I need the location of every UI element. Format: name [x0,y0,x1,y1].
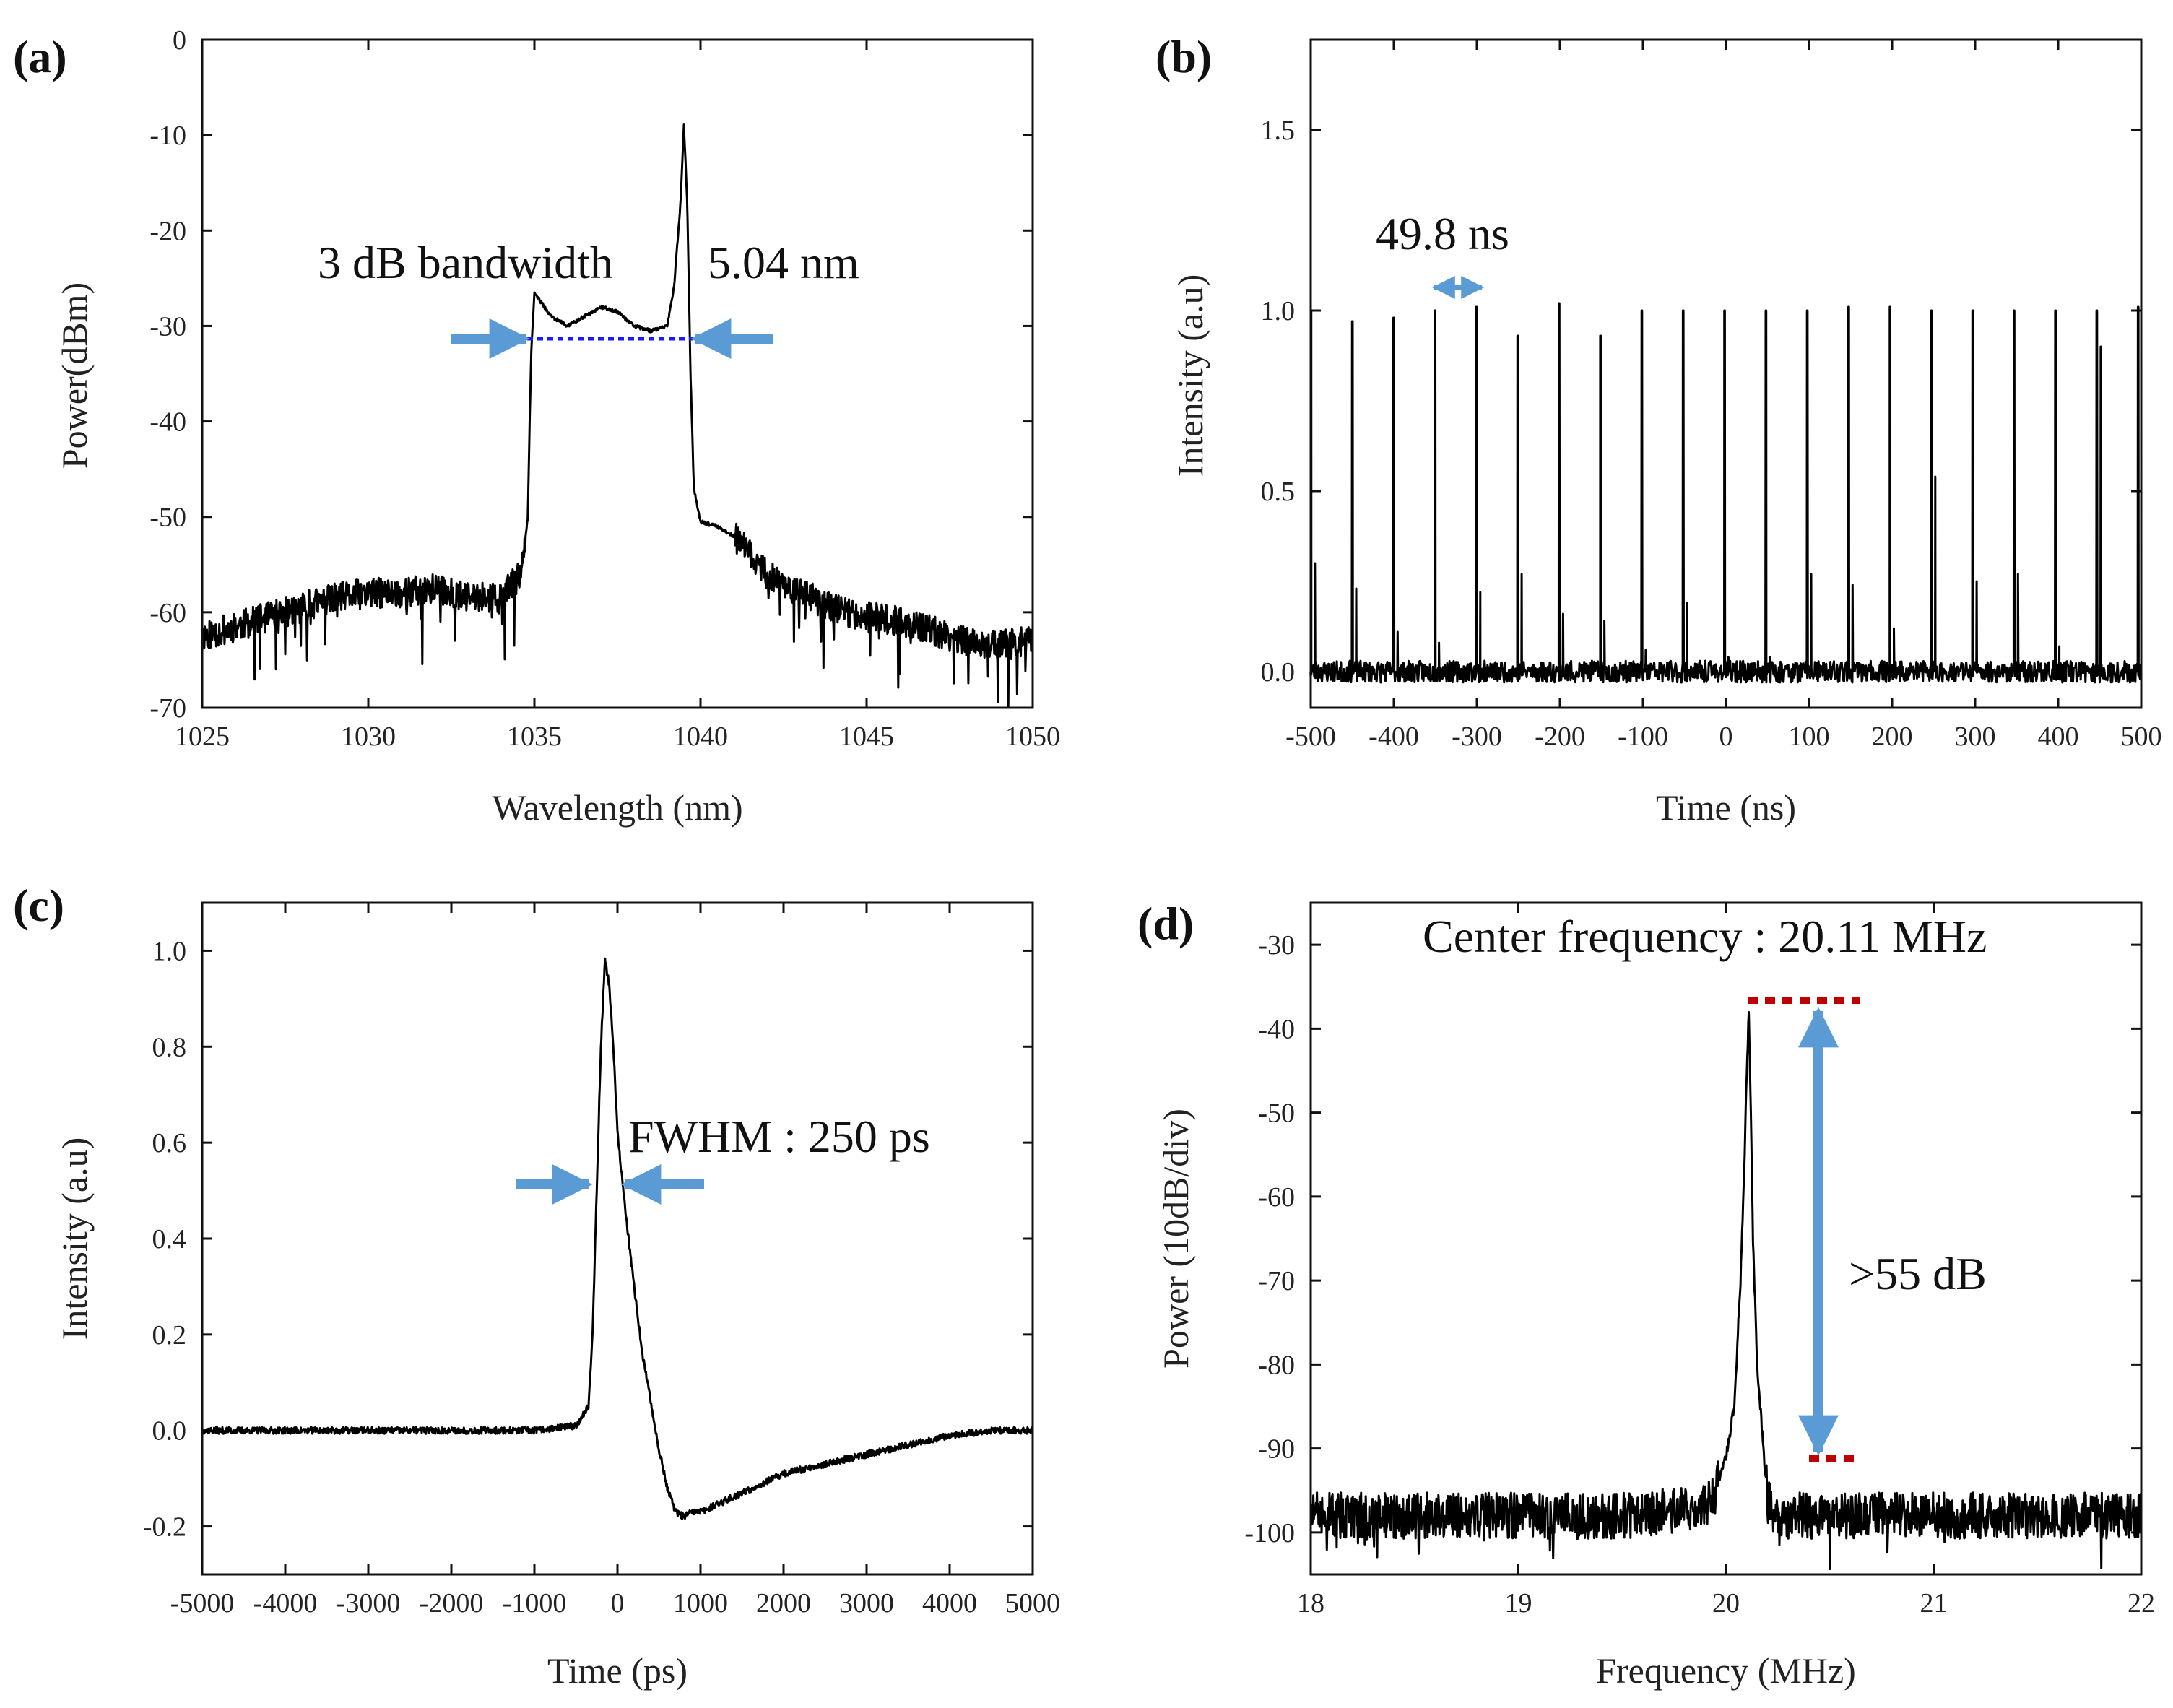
panel-a-ytick-label: -20 [149,216,186,246]
panel-b-xtick-label: 400 [2038,721,2079,752]
panel-b-ytick-label: 0.0 [1261,657,1296,688]
panel-c-ticks: -5000 -4000 -3000 -2000 -1000 0 1000 2000 3000 40… [143,903,1060,1618]
panel-a-ytick-label: 0 [173,25,186,56]
panel-a-bandwidth-value: 5.04 nm [708,237,859,288]
panel-b-period-label: 49.8 ns [1376,208,1509,259]
panel-d-rf-spectrum-line [1309,1011,2143,1570]
panel-c-ylabel: Intensity (a.u) [54,1137,95,1340]
panel-b-frame [1309,38,2143,709]
panel-d-ytick-label: -40 [1258,1014,1295,1044]
panel-b-ytick-label: 0.5 [1261,477,1296,507]
panel-a-ytick-label: -40 [149,407,186,438]
panel-a-ylabel: Power(dBm) [54,282,95,469]
panel-c-xlabel: Time (ps) [547,1650,688,1691]
panel-a-label: (a) [13,31,67,82]
panel-c-xtick-label: 2000 [756,1588,811,1618]
panel-d-snr-label: >55 dB [1849,1248,1987,1299]
panel-c-xtick-label: 3000 [839,1588,894,1618]
panel-c-frame [201,901,1034,1576]
panel-a-ytick-label: -70 [149,693,186,724]
panel-c-xtick-label: -3000 [337,1588,401,1618]
panel-b-xtick-label: 0 [1719,721,1733,752]
panel-d-xlabel: Frequency (MHz) [1596,1650,1856,1691]
panel-a-frame [201,38,1034,709]
panel-a-xtick-label: 1045 [839,721,894,752]
panel-b-xtick-label: -200 [1535,721,1585,752]
panel-c: (c) -5000 -4000 -3000 -2000 -1000 0 1000 2000 30… [13,880,1060,1691]
panel-a-bandwidth-label: 3 dB bandwidth [318,237,613,288]
panel-c-ytick-label: 0.4 [152,1224,187,1254]
panel-a-xlabel: Wavelength (nm) [492,787,742,828]
panel-d-frame [1309,901,2143,1576]
panel-c-label: (c) [13,880,64,931]
panel-c-xtick-label: 0 [611,1588,625,1618]
panel-b-xtick-label: 300 [1955,721,1996,752]
panel-d-xtick-label: 21 [1920,1588,1948,1618]
panel-b-xlabel: Time (ns) [1656,787,1796,828]
panel-a-ticks: 1025 1030 1035 1040 1045 1050 0 -10 -20 -30 -40 -50… [149,25,1060,752]
panel-d-ytick-label: -90 [1258,1434,1295,1465]
panel-d-ytick-label: -60 [1258,1182,1295,1213]
panel-b-xtick-label: -400 [1369,721,1419,752]
panel-a-ytick-label: -10 [149,121,186,151]
panel-a-xtick-label: 1035 [507,721,562,752]
panel-c-ytick-label: -0.2 [143,1512,186,1543]
panel-a: (a) 1025 1030 1035 1040 1045 1050 0 -10 -20 -30 -4… [13,25,1060,828]
panel-b-xtick-label: -300 [1452,721,1502,752]
panel-c-xtick-label: 1000 [673,1588,728,1618]
panel-d-xtick-label: 19 [1505,1588,1532,1618]
panel-c-pulse-line [201,957,1034,1520]
panel-c-ytick-label: 0.8 [152,1032,187,1062]
panel-c-xtick-label: 4000 [922,1588,977,1618]
panel-a-xtick-label: 1025 [175,721,230,752]
panel-d-ylabel: Power (10dB/div) [1155,1109,1196,1369]
panel-b-xtick-label: 100 [1789,721,1830,752]
panel-d-xtick-label: 22 [2128,1588,2155,1618]
panel-c-xtick-label: -2000 [420,1588,484,1618]
panel-b-ytick-label: 1.5 [1261,116,1296,146]
panel-d: (d) 18 19 20 21 22-30-40-50-60-70-80-90-100 … [1137,898,2155,1691]
panel-c-xtick-label: -5000 [170,1588,235,1618]
panel-b-label: (b) [1155,31,1212,82]
panel-d-ytick-label: -70 [1258,1266,1295,1296]
panel-a-xtick-label: 1040 [673,721,728,752]
panel-c-ytick-label: 0.0 [152,1416,187,1447]
panel-a-xtick-label: 1030 [341,721,396,752]
panel-c-ytick-label: 1.0 [152,936,187,966]
panel-b-ticks: -500 -400 -300 -200 -100 0 100 200 300 400 500 0.0 0… [1261,40,2162,752]
panel-a-spectrum-line [201,123,1034,709]
panel-c-xtick-label: -4000 [253,1588,318,1618]
panel-a-xtick-label: 1050 [1005,721,1060,752]
panel-d-ticks: 18 19 20 21 22 -30 -40 -50 -60 -70 -80 -90 -100 [1244,903,2155,1618]
panel-a-ytick-label: -60 [149,598,186,628]
panel-a-ytick-label: -50 [149,503,186,533]
panel-c-ytick-label: 0.6 [152,1128,187,1158]
panel-b-ytick-label: 1.0 [1261,296,1296,326]
panel-b-xtick-label: 200 [1872,721,1913,752]
panel-d-xtick-label: 20 [1712,1588,1740,1618]
panel-b-xtick-label: 500 [2121,721,2162,752]
panel-d-label: (d) [1137,898,1194,949]
panel-b-xtick-label: -500 [1285,721,1336,752]
panel-d-ytick-label: -50 [1258,1098,1295,1129]
panel-d-xtick-label: 18 [1297,1588,1324,1618]
panel-d-ytick-label: -80 [1258,1350,1295,1380]
panel-b: (b) -500 -400 -300 -200 -100 0 100 200 300 400 500… [1155,31,2162,828]
panel-c-fwhm-label: FWHM : 250 ps [628,1111,930,1162]
panel-b-pulse-train-line [1309,302,2143,684]
panel-c-xtick-label: -1000 [503,1588,567,1618]
panel-a-ytick-label: -30 [149,311,186,342]
panel-b-ylabel: Intensity (a.u) [1170,274,1210,477]
panel-c-ytick-label: 0.2 [152,1320,187,1351]
panel-d-ytick-label: -30 [1258,930,1295,961]
panel-c-xtick-label: 5000 [1005,1588,1060,1618]
panel-d-center-frequency-label: Center frequency : 20.11 MHz [1423,911,1987,962]
panel-d-ytick-label: -100 [1244,1518,1295,1548]
panel-b-xtick-label: -100 [1618,721,1668,752]
